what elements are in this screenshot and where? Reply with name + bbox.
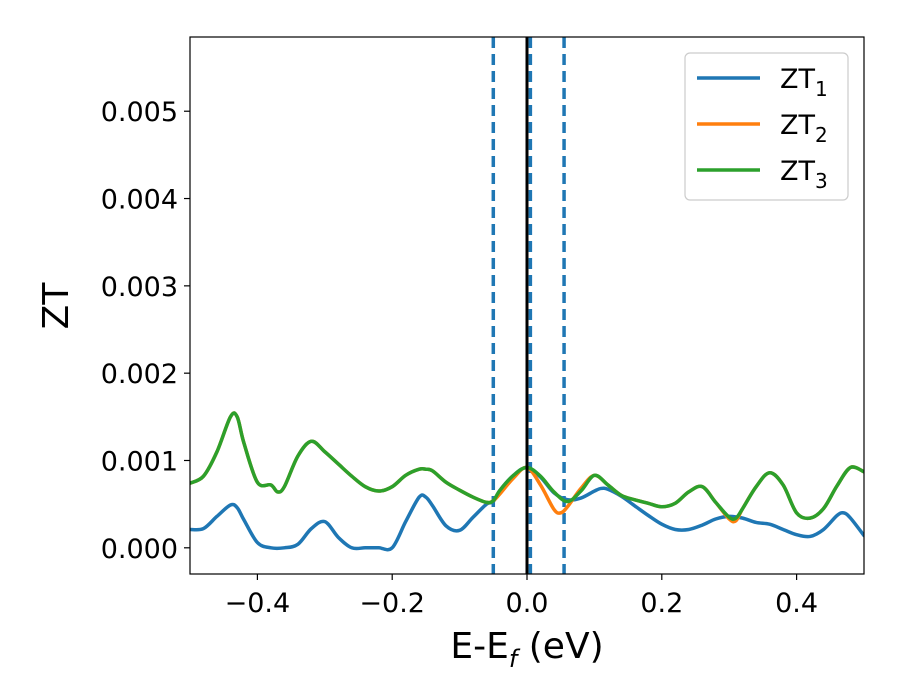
x-tick-label: −0.2: [359, 588, 425, 619]
x-axis-title-unit: (eV): [517, 626, 603, 667]
legend-label-zt3: ZT3: [780, 156, 828, 193]
y-tick-label: 0.005: [101, 97, 178, 128]
x-tick-label: 0.4: [775, 588, 818, 619]
x-axis-title-main: E-E: [450, 626, 508, 667]
reference-lines: [491, 37, 566, 574]
y-axis-ticks: 0.000 0.001 0.002 0.003 0.004 0.005: [101, 97, 190, 565]
x-tick-label: 0.0: [506, 588, 549, 619]
series-lines: [190, 411, 864, 552]
y-tick-label: 0.003: [101, 272, 178, 303]
y-tick-label: 0.004: [101, 185, 178, 216]
legend-box: [684, 52, 849, 201]
y-tick-label: 0.001: [101, 446, 178, 477]
legend-label-zt1: ZT1: [780, 64, 828, 101]
series-line-zt3: [190, 411, 864, 521]
legend-label-zt2: ZT2: [780, 110, 828, 147]
y-tick-label: 0.000: [101, 534, 178, 565]
x-axis-title: E-Ef (eV): [450, 626, 603, 673]
y-axis-title: ZT: [36, 282, 77, 330]
x-tick-label: 0.2: [640, 588, 683, 619]
x-axis-ticks: −0.4 −0.2 0.0 0.2 0.4: [225, 574, 818, 619]
y-tick-label: 0.002: [101, 359, 178, 390]
legend: ZT1 ZT2 ZT3: [684, 52, 849, 201]
x-tick-label: −0.4: [225, 588, 291, 619]
